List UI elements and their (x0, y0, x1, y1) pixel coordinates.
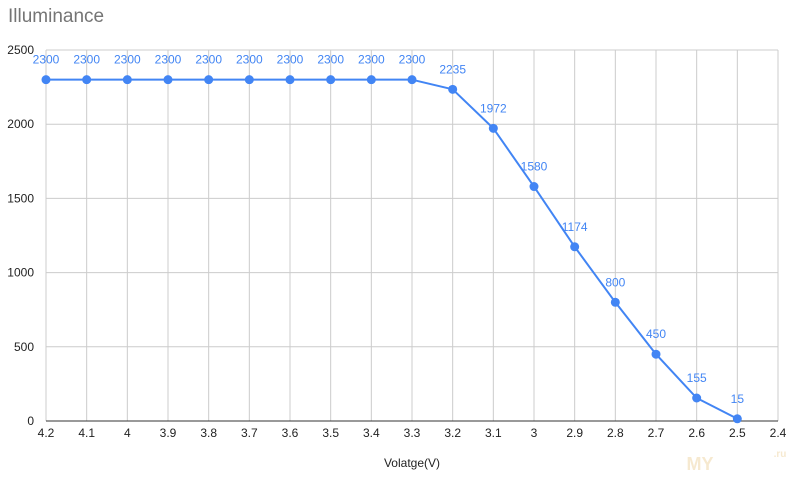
x-tick-label: 3.6 (282, 426, 299, 440)
data-label: 2300 (33, 53, 60, 67)
data-label: 2300 (358, 53, 385, 67)
x-tick-label: 4.2 (38, 426, 55, 440)
data-label: 2300 (114, 53, 141, 67)
y-tick-label: 2500 (7, 43, 34, 57)
data-point (204, 75, 214, 85)
data-label: 450 (646, 327, 666, 341)
data-label: 2300 (236, 53, 263, 67)
data-point (651, 349, 661, 359)
data-point (244, 75, 254, 85)
data-point (407, 75, 417, 85)
axes: 4.2 4.1 4 3.9 3.8 3.7 3.6 3.5 3.4 3.3 3.2 3.1 3 2.9 2.… (7, 43, 786, 440)
x-tick-label: 3.1 (485, 426, 502, 440)
data-label: 2300 (399, 53, 426, 67)
series-illuminance (41, 75, 742, 424)
x-tick-label: 2.5 (729, 426, 746, 440)
y-tick-label: 1500 (7, 191, 34, 205)
y-tick-label: 1000 (7, 266, 34, 280)
x-tick-label: 3.4 (363, 426, 380, 440)
data-label: 1174 (562, 220, 588, 234)
data-label: 800 (605, 275, 625, 289)
chart-title: Illuminance (8, 6, 105, 27)
data-labels: 2300 2300 2300 2300 2300 2300 2300 2300 2300 2300… (33, 53, 745, 406)
x-tick-label: 3.8 (200, 426, 217, 440)
y-tick-label: 0 (27, 414, 34, 428)
data-label: 2300 (195, 53, 222, 67)
data-point (692, 393, 702, 403)
data-point (122, 75, 132, 85)
data-label: 1580 (521, 160, 548, 174)
y-tick-label: 500 (14, 340, 34, 354)
x-tick-label: 3 (531, 426, 538, 440)
x-axis-title: Volatge(V) (384, 456, 440, 470)
x-tick-label: 3.9 (160, 426, 177, 440)
x-tick-label: 3.7 (241, 426, 258, 440)
data-label: 2300 (317, 53, 344, 67)
x-tick-label: 3.5 (322, 426, 339, 440)
grid-lines (45, 49, 779, 422)
data-label: 2235 (439, 62, 466, 76)
data-label: 2300 (277, 53, 304, 67)
data-point (41, 75, 51, 85)
x-tick-label: 2.7 (648, 426, 665, 440)
data-point (570, 242, 580, 252)
data-label: 155 (687, 371, 707, 385)
data-point (448, 84, 458, 94)
data-point (82, 75, 92, 85)
x-tick-label: 2.4 (770, 426, 787, 440)
x-tick-label: 2.8 (607, 426, 624, 440)
data-point (488, 123, 498, 133)
watermark-text: MY (687, 454, 714, 474)
data-point (366, 75, 376, 85)
data-point (610, 297, 620, 307)
data-label: 2300 (155, 53, 182, 67)
x-tick-label: 4.1 (78, 426, 95, 440)
data-point (326, 75, 336, 85)
data-point (732, 414, 742, 424)
x-tick-label: 2.9 (566, 426, 583, 440)
data-point (285, 75, 295, 85)
data-label: 1972 (480, 101, 507, 115)
watermark-suffix: .ru (774, 449, 787, 460)
data-label: 15 (731, 392, 745, 406)
watermark: MY .ru (687, 449, 787, 474)
y-tick-label: 2000 (7, 117, 34, 131)
x-tick-label: 2.6 (688, 426, 705, 440)
data-point (529, 182, 539, 192)
x-tick-label: 3.2 (444, 426, 461, 440)
x-tick-label: 3.3 (404, 426, 421, 440)
data-label: 2300 (73, 53, 100, 67)
series-line (46, 78, 738, 420)
x-tick-label: 4 (124, 426, 131, 440)
data-point (163, 75, 173, 85)
